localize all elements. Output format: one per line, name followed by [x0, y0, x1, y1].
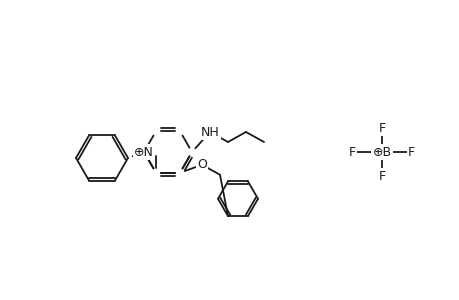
Text: NH: NH: [200, 125, 219, 139]
Text: ⊕N: ⊕N: [134, 146, 154, 158]
Text: F: F: [378, 122, 385, 134]
Text: ⊕B: ⊕B: [372, 146, 391, 158]
Text: F: F: [378, 169, 385, 182]
Text: F: F: [407, 146, 414, 158]
Text: F: F: [348, 146, 355, 158]
Text: O: O: [196, 158, 207, 171]
